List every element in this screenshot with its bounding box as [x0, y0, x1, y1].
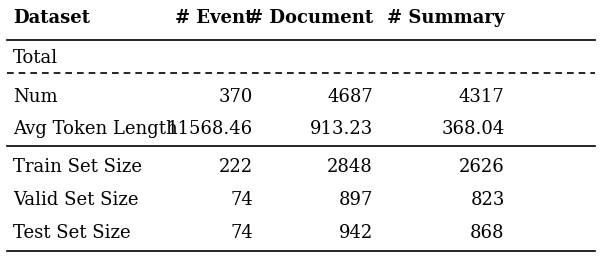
- Text: 368.04: 368.04: [441, 120, 504, 138]
- Text: Num: Num: [13, 88, 58, 106]
- Text: 74: 74: [231, 191, 253, 209]
- Text: 897: 897: [338, 191, 373, 209]
- Text: 74: 74: [231, 224, 253, 242]
- Text: 4317: 4317: [459, 88, 504, 106]
- Text: 823: 823: [470, 191, 504, 209]
- Text: Train Set Size: Train Set Size: [13, 159, 143, 177]
- Text: 868: 868: [470, 224, 504, 242]
- Text: 222: 222: [219, 159, 253, 177]
- Text: Test Set Size: Test Set Size: [13, 224, 131, 242]
- Text: Dataset: Dataset: [13, 10, 90, 27]
- Text: 942: 942: [339, 224, 373, 242]
- Text: 2626: 2626: [459, 159, 504, 177]
- Text: 11568.46: 11568.46: [167, 120, 253, 138]
- Text: 2848: 2848: [327, 159, 373, 177]
- Text: # Document: # Document: [248, 10, 373, 27]
- Text: Avg Token Length: Avg Token Length: [13, 120, 178, 138]
- Text: Valid Set Size: Valid Set Size: [13, 191, 139, 209]
- Text: # Event: # Event: [175, 10, 253, 27]
- Text: # Summary: # Summary: [387, 10, 504, 27]
- Text: Total: Total: [13, 50, 58, 67]
- Text: 370: 370: [219, 88, 253, 106]
- Text: 913.23: 913.23: [309, 120, 373, 138]
- Text: 4687: 4687: [327, 88, 373, 106]
